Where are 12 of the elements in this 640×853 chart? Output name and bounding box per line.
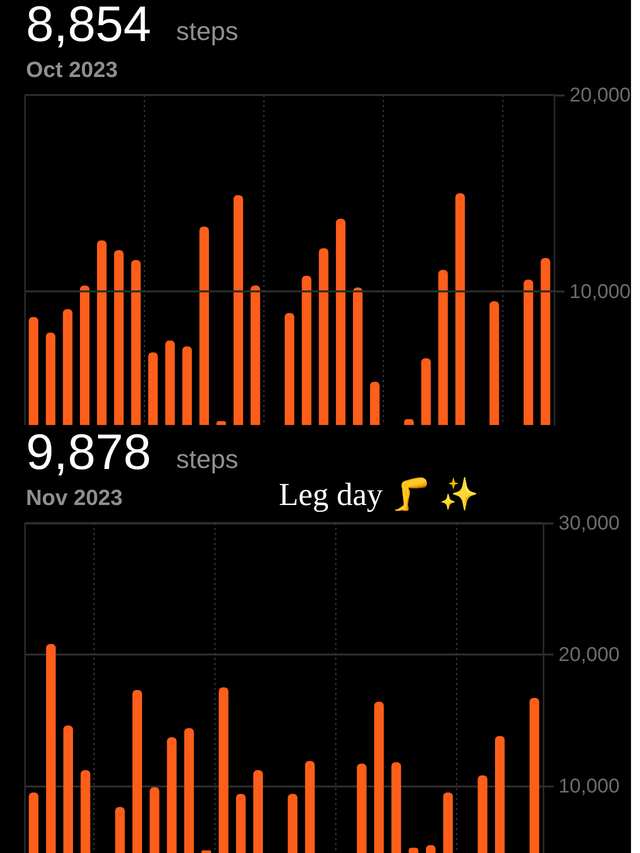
text: steps <box>176 444 238 474</box>
y-tick-label: 10,000 <box>558 775 620 798</box>
text: Leg day 🦵 ✨ <box>278 476 479 512</box>
y-tick-label: 20,000 <box>570 84 631 106</box>
y-tick-label: 30,000 <box>558 512 620 534</box>
y-tick-label: 10,000 <box>570 280 631 303</box>
chart-title: 8,854 <box>26 0 152 52</box>
chart-subtitle: Oct 2023 <box>26 57 118 82</box>
chart-subtitle: Nov 2023 <box>26 485 123 510</box>
text: steps <box>176 16 238 46</box>
chart-title: 9,878 <box>26 424 152 480</box>
y-tick-label: 20,000 <box>558 644 620 666</box>
